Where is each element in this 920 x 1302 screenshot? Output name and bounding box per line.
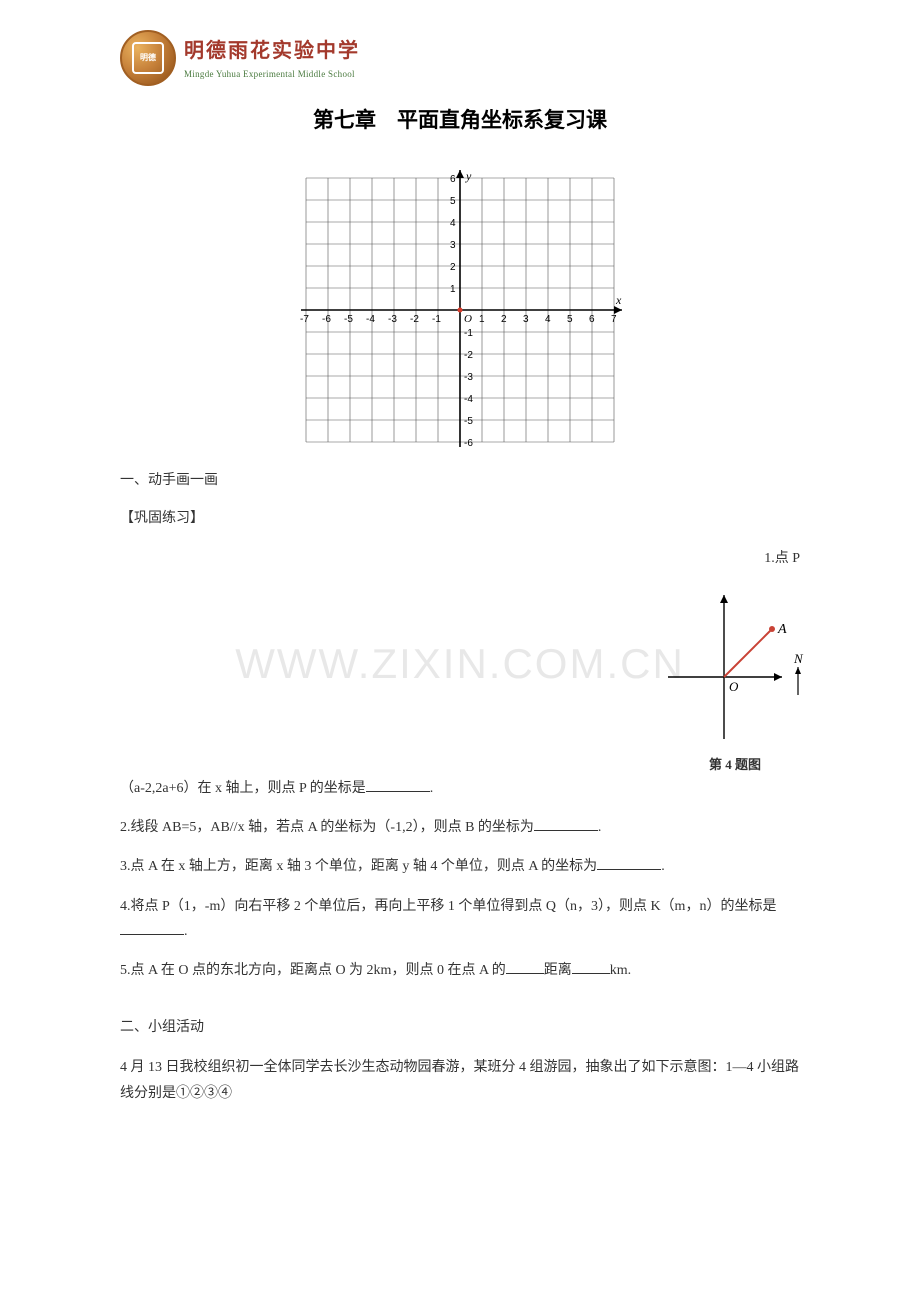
- q1-text: （a-2,2a+6）在 x 轴上，则点 P 的坐标是: [120, 781, 366, 796]
- svg-text:2: 2: [501, 314, 507, 325]
- svg-text:N: N: [793, 651, 804, 666]
- main-coordinate-chart: -7 -6 -5 -4 -3 -2 -1 1 2 3 4 5 6 7 -6 -5 -4 -3 -2 -1 1 2 3 4 5 6 O…: [120, 168, 800, 452]
- school-logo-text: 明德雨花实验中学 Mingde Yuhua Experimental Middl…: [184, 35, 360, 81]
- question-1-block: 1.点 P AON 第 4 题图 （a-2,2a+6）在 x 轴上，则点 P 的…: [120, 546, 800, 801]
- svg-text:5: 5: [567, 314, 573, 325]
- page-title: 第七章 平面直角坐标系复习课: [120, 104, 800, 138]
- svg-text:6: 6: [450, 174, 456, 185]
- question-1-rest: （a-2,2a+6）在 x 轴上，则点 P 的坐标是.: [120, 776, 800, 801]
- section-1-label: 一、动手画一画: [120, 470, 800, 492]
- question-5: 5.点 A 在 O 点的东北方向，距离点 O 为 2km，则点 0 在点 A 的…: [120, 958, 800, 983]
- svg-text:-3: -3: [464, 372, 473, 383]
- small-chart-caption: 第 4 题图: [660, 755, 810, 776]
- question-3: 3.点 A 在 x 轴上方，距离 x 轴 3 个单位，距离 y 轴 4 个单位，…: [120, 854, 800, 879]
- svg-text:O: O: [464, 313, 472, 325]
- school-header: 明德 明德雨花实验中学 Mingde Yuhua Experimental Mi…: [120, 30, 800, 86]
- svg-text:5: 5: [450, 196, 456, 207]
- svg-text:1: 1: [479, 314, 485, 325]
- svg-text:2: 2: [450, 262, 456, 273]
- q1-blank: [366, 778, 430, 792]
- svg-text:-5: -5: [344, 314, 353, 325]
- svg-text:-7: -7: [300, 314, 309, 325]
- svg-text:-4: -4: [464, 394, 473, 405]
- q2-text: 2.线段 AB=5，AB//x 轴，若点 A 的坐标为（-1,2），则点 B 的…: [120, 820, 534, 835]
- svg-text:3: 3: [523, 314, 529, 325]
- question-2: 2.线段 AB=5，AB//x 轴，若点 A 的坐标为（-1,2），则点 B 的…: [120, 815, 800, 840]
- q1-lead: 1.点 P: [764, 548, 800, 570]
- svg-text:y: y: [465, 169, 472, 183]
- coordinate-grid-svg: -7 -6 -5 -4 -3 -2 -1 1 2 3 4 5 6 7 -6 -5 -4 -3 -2 -1 1 2 3 4 5 6 O…: [296, 168, 624, 452]
- svg-text:7: 7: [611, 314, 617, 325]
- small-chart-svg: A O N: [660, 589, 810, 745]
- q5a-text: 5.点 A 在 O 点的东北方向，距离点 O 为 2km，则点 0 在点 A 的: [120, 963, 506, 978]
- q4-blank: [120, 921, 184, 935]
- svg-text:3: 3: [450, 240, 456, 251]
- svg-text:4: 4: [450, 218, 456, 229]
- q5c-text: km.: [610, 963, 631, 978]
- q4-end: .: [184, 924, 188, 939]
- q5-blank1: [506, 960, 544, 974]
- q3-blank: [597, 856, 661, 870]
- section-2-label: 二、小组活动: [120, 1017, 800, 1039]
- svg-text:6: 6: [589, 314, 595, 325]
- svg-text:-1: -1: [464, 328, 473, 339]
- q5b-text: 距离: [544, 963, 572, 978]
- school-logo-icon: 明德: [120, 30, 176, 86]
- svg-text:-3: -3: [388, 314, 397, 325]
- school-name-cn: 明德雨花实验中学: [184, 35, 360, 67]
- q2-blank: [534, 817, 598, 831]
- q1-end: .: [430, 781, 434, 796]
- svg-text:-4: -4: [366, 314, 375, 325]
- svg-text:A: A: [777, 622, 787, 637]
- svg-text:-6: -6: [464, 438, 473, 449]
- section-2-text: 4 月 13 日我校组织初一全体同学去长沙生态动物园春游，某班分 4 组游园，抽…: [120, 1055, 800, 1105]
- svg-text:-5: -5: [464, 416, 473, 427]
- question-4: 4.将点 P（1，-m）向右平移 2 个单位后，再向上平移 1 个单位得到点 Q…: [120, 894, 800, 944]
- svg-text:4: 4: [545, 314, 551, 325]
- svg-text:-6: -6: [322, 314, 331, 325]
- school-name-en: Mingde Yuhua Experimental Middle School: [184, 67, 360, 81]
- svg-text:1: 1: [450, 284, 456, 295]
- logo-inner-text: 明德: [132, 42, 164, 74]
- svg-text:-1: -1: [432, 314, 441, 325]
- svg-text:-2: -2: [464, 350, 473, 361]
- svg-text:x: x: [615, 293, 622, 307]
- practice-label: 【巩固练习】: [120, 508, 800, 530]
- svg-text:O: O: [729, 679, 739, 694]
- q5-blank2: [572, 960, 610, 974]
- q4-text: 4.将点 P（1，-m）向右平移 2 个单位后，再向上平移 1 个单位得到点 Q…: [120, 899, 776, 914]
- q3-text: 3.点 A 在 x 轴上方，距离 x 轴 3 个单位，距离 y 轴 4 个单位，…: [120, 859, 597, 874]
- q2-end: .: [598, 820, 602, 835]
- small-chart-wrap: A O N 第 4 题图: [660, 589, 810, 776]
- q3-end: .: [661, 859, 665, 874]
- svg-text:-2: -2: [410, 314, 419, 325]
